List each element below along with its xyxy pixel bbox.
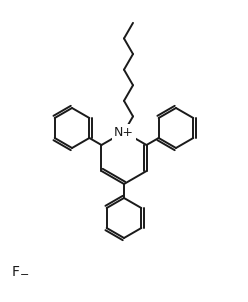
Text: −: − <box>20 270 29 280</box>
Text: N+: N+ <box>114 126 134 139</box>
Text: F: F <box>12 265 20 279</box>
